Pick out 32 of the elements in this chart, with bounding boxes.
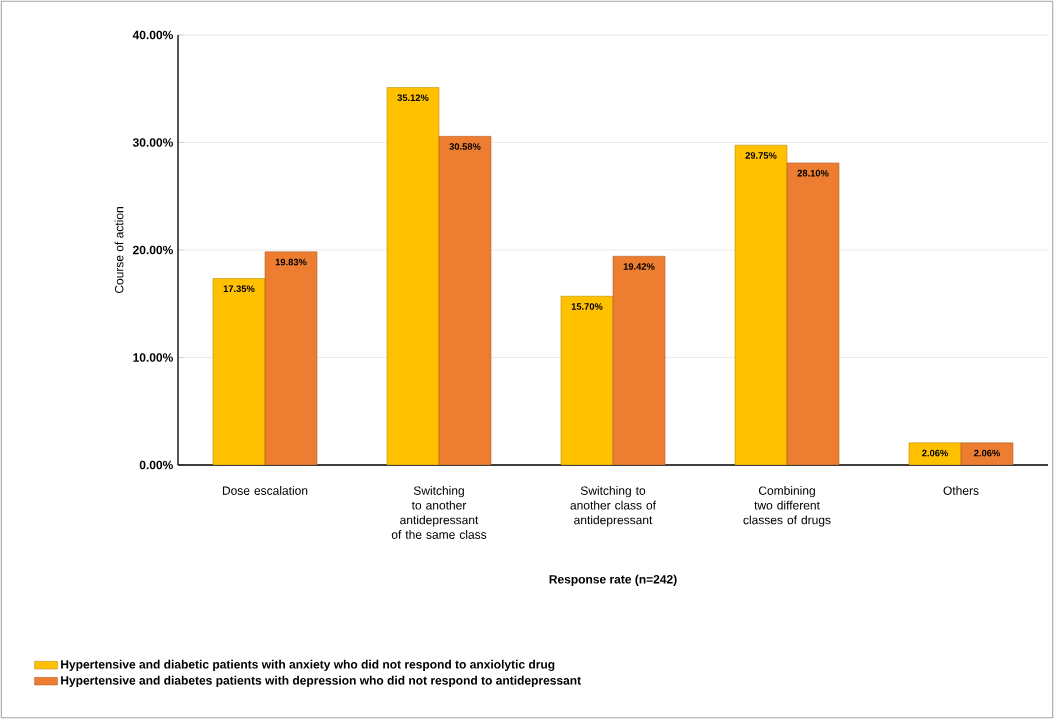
data-label: 30.58% bbox=[449, 143, 481, 150]
bar bbox=[786, 162, 840, 465]
x-tick-label: Switching to another class of antidepressant bbox=[570, 486, 657, 527]
bar bbox=[734, 144, 788, 465]
data-label: 2.06% bbox=[974, 449, 1000, 457]
data-label: 17.35% bbox=[223, 285, 255, 293]
data-label: 28.10% bbox=[797, 169, 829, 177]
legend-label: Hypertensive and diabetic patients with anxiety who did not respond to anxiolytic drug bbox=[61, 659, 555, 672]
bar bbox=[612, 255, 666, 465]
legend-label: Hypertensive and diabetes patients with depression who did not respond to antidepressant bbox=[61, 675, 581, 688]
data-label: 15.70% bbox=[571, 303, 603, 310]
y-axis-title: Course of action bbox=[114, 207, 124, 294]
data-label: 19.83% bbox=[275, 258, 307, 266]
data-label: 29.75% bbox=[745, 152, 777, 159]
y-tick-label: 10.00% bbox=[133, 353, 173, 362]
y-tick-label: 30.00% bbox=[132, 138, 173, 147]
x-tick-label: Switching to another antidepressant of the same class bbox=[391, 486, 487, 539]
bar bbox=[264, 251, 318, 465]
y-tick-label: 0.00% bbox=[139, 460, 173, 470]
y-tick-label: 20.00% bbox=[133, 245, 173, 255]
bar bbox=[560, 295, 614, 465]
x-tick-label: Dose escalation bbox=[222, 486, 308, 495]
bar bbox=[212, 278, 266, 465]
bar bbox=[386, 87, 440, 465]
x-axis-title: Response rate (n=242) bbox=[549, 574, 677, 586]
bar bbox=[438, 136, 492, 465]
data-label: 2.06% bbox=[922, 449, 948, 457]
data-label: 19.42% bbox=[623, 263, 655, 270]
y-tick-label: 40.00% bbox=[132, 30, 173, 40]
data-label: 35.12% bbox=[397, 94, 429, 102]
x-tick-label: Combining two different classes of drugs bbox=[743, 486, 831, 527]
x-tick-label: Others bbox=[943, 486, 979, 495]
